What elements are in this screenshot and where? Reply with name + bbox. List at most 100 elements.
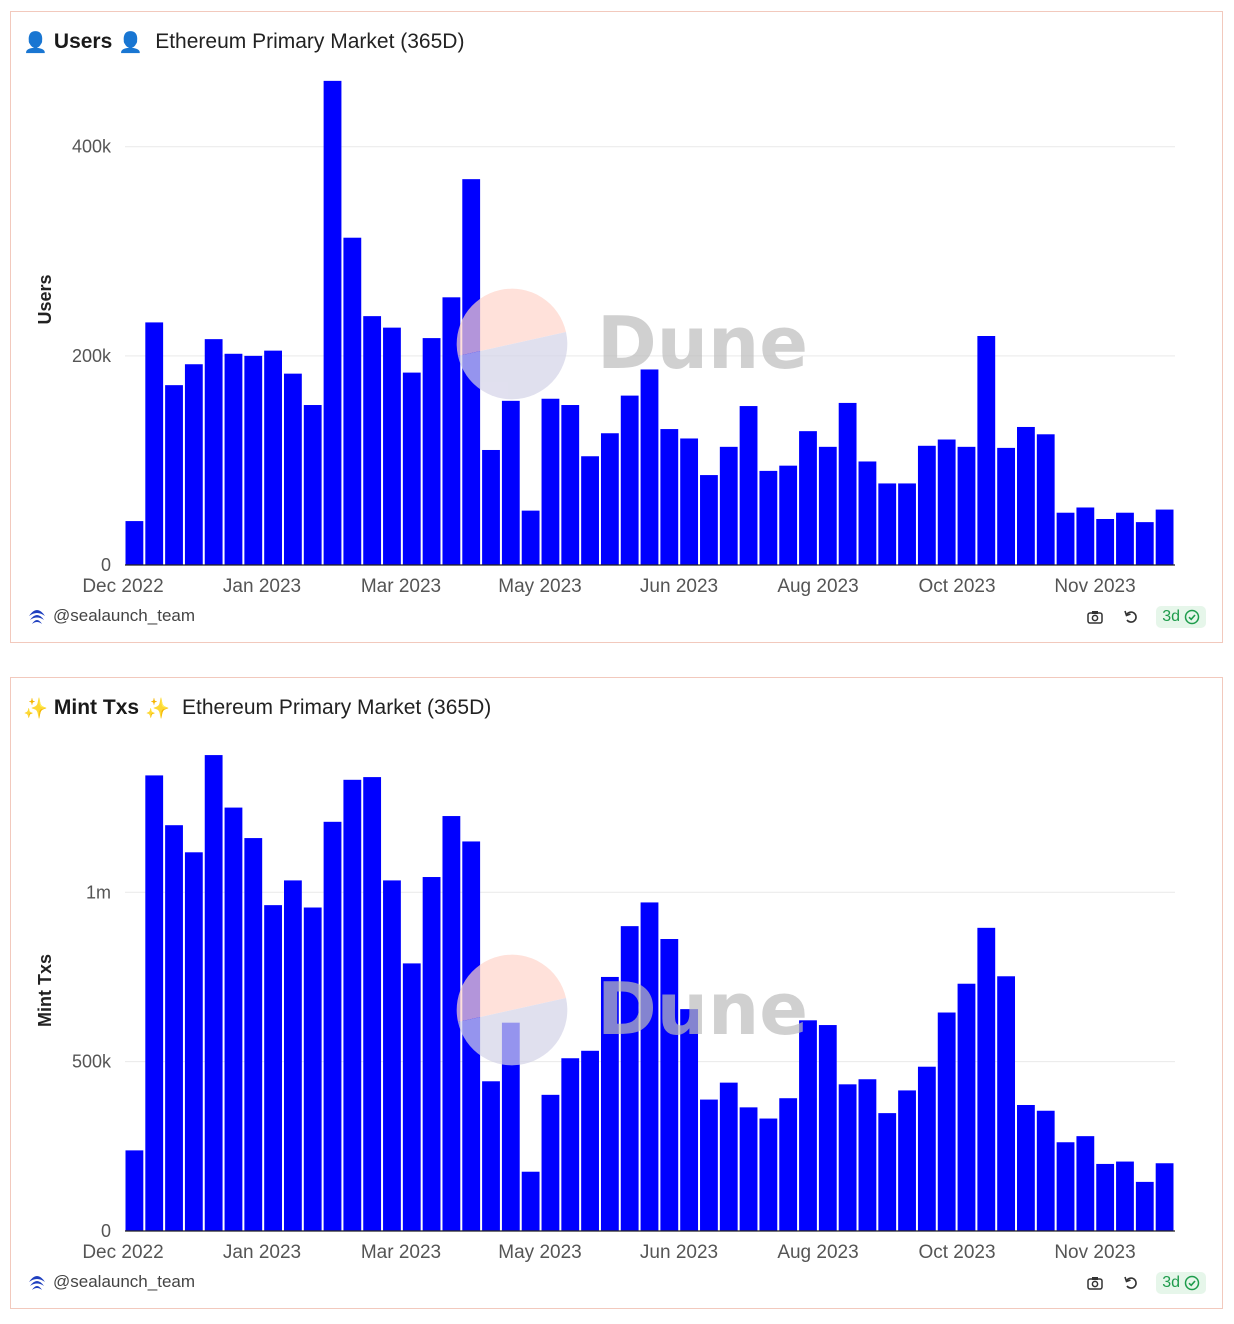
camera-icon[interactable] bbox=[1084, 606, 1106, 628]
bar bbox=[363, 316, 382, 565]
bar bbox=[244, 838, 263, 1231]
bar bbox=[204, 755, 223, 1231]
mint-txs-bar-chart: Dune 0 500k 1m Dec 2022 Jan 2023 Mar 2023 May 2… bbox=[35, 755, 1175, 1263]
mint-txs-chart-card: ✨ Mint Txs ✨ Ethereum Primary Market (36… bbox=[10, 677, 1223, 1309]
bar bbox=[779, 1098, 798, 1231]
bar bbox=[145, 775, 164, 1231]
author-link[interactable]: @sealaunch_team bbox=[27, 606, 195, 626]
bar bbox=[640, 902, 659, 1231]
bar bbox=[680, 1009, 699, 1231]
x-tick-label: Jun 2023 bbox=[640, 1242, 718, 1263]
bar bbox=[264, 905, 282, 1231]
bar bbox=[303, 405, 322, 565]
bar bbox=[184, 852, 203, 1231]
bar bbox=[719, 446, 738, 565]
bar bbox=[640, 369, 659, 565]
bar bbox=[997, 447, 1016, 565]
bar bbox=[581, 1050, 599, 1231]
sealaunch-logo-icon bbox=[29, 610, 45, 624]
bar bbox=[957, 446, 976, 565]
bar bbox=[838, 1084, 857, 1231]
x-tick-label: Oct 2023 bbox=[918, 1242, 995, 1263]
refresh-age-badge[interactable]: 3d bbox=[1156, 1272, 1206, 1294]
bar bbox=[442, 297, 461, 565]
bar bbox=[1017, 1104, 1035, 1231]
watermark-circle-top bbox=[456, 954, 566, 1022]
bar bbox=[521, 510, 540, 565]
y-tick-label: 0 bbox=[101, 1221, 111, 1241]
x-tick-label: Oct 2023 bbox=[918, 576, 995, 597]
bar bbox=[620, 926, 639, 1231]
bar bbox=[264, 350, 282, 565]
verified-check-icon bbox=[1184, 1275, 1200, 1291]
bar bbox=[1096, 518, 1115, 565]
refresh-age-label: 3d bbox=[1162, 608, 1180, 625]
bar bbox=[1116, 512, 1134, 565]
x-tick-label: May 2023 bbox=[498, 1242, 581, 1263]
refresh-age-badge[interactable]: 3d bbox=[1156, 606, 1206, 628]
x-tick-label: Aug 2023 bbox=[777, 576, 858, 597]
bar bbox=[977, 927, 996, 1231]
bar bbox=[600, 976, 619, 1231]
bar bbox=[383, 327, 401, 565]
bar bbox=[224, 807, 243, 1231]
bar bbox=[937, 439, 956, 565]
bar bbox=[917, 445, 936, 565]
x-tick-label: Nov 2023 bbox=[1054, 576, 1135, 597]
refresh-icon[interactable] bbox=[1120, 606, 1142, 628]
bar bbox=[898, 1090, 916, 1231]
sparkles-emoji-icon: ✨ bbox=[145, 697, 170, 720]
bar bbox=[383, 880, 401, 1231]
chart-actions: 3d bbox=[1084, 606, 1206, 628]
bar bbox=[501, 1022, 520, 1231]
verified-check-icon bbox=[1184, 609, 1200, 625]
user-emoji-icon: 👤 bbox=[23, 31, 48, 54]
bar bbox=[125, 1150, 144, 1231]
bar bbox=[1036, 1110, 1055, 1231]
x-tick-label: Jan 2023 bbox=[223, 1242, 301, 1263]
chart-subtitle: Ethereum Primary Market (365D) bbox=[155, 30, 465, 53]
bar bbox=[779, 465, 798, 565]
users-chart-card: 👤 Users 👤 Ethereum Primary Market (365D)… bbox=[10, 11, 1223, 643]
bar bbox=[799, 431, 817, 565]
author-handle: @sealaunch_team bbox=[53, 1272, 196, 1291]
bar bbox=[600, 433, 619, 565]
bar bbox=[303, 907, 322, 1231]
bar bbox=[680, 438, 699, 565]
bar bbox=[739, 1107, 758, 1231]
x-tick-label: Jan 2023 bbox=[223, 576, 301, 597]
bar bbox=[501, 400, 520, 565]
bar bbox=[363, 777, 382, 1231]
chart-title[interactable]: Users bbox=[53, 30, 113, 53]
x-tick-label: Aug 2023 bbox=[777, 1242, 858, 1263]
y-tick-label: 0 bbox=[101, 555, 111, 575]
x-tick-label: Jun 2023 bbox=[640, 576, 718, 597]
bar bbox=[858, 461, 877, 565]
bar bbox=[323, 80, 342, 566]
bar bbox=[224, 353, 243, 565]
bar bbox=[1155, 1163, 1174, 1231]
bar bbox=[997, 976, 1016, 1231]
author-link[interactable]: @sealaunch_team bbox=[27, 1272, 195, 1292]
bar bbox=[125, 521, 144, 565]
bar bbox=[957, 983, 976, 1231]
watermark-text: Dune bbox=[597, 967, 808, 1051]
x-tick-label: Nov 2023 bbox=[1054, 1242, 1135, 1263]
bar bbox=[581, 456, 599, 565]
refresh-icon[interactable] bbox=[1120, 1272, 1142, 1294]
bar bbox=[759, 470, 778, 565]
chart-title[interactable]: Mint Txs bbox=[53, 696, 140, 719]
bar bbox=[541, 398, 560, 565]
bar bbox=[521, 1171, 540, 1231]
bar bbox=[818, 446, 837, 565]
camera-icon[interactable] bbox=[1084, 1272, 1106, 1294]
bar bbox=[561, 1058, 580, 1231]
bar bbox=[482, 1081, 500, 1231]
refresh-age-label: 3d bbox=[1162, 1274, 1180, 1291]
chart-actions: 3d bbox=[1084, 1272, 1206, 1294]
bar bbox=[917, 1066, 936, 1231]
bar bbox=[343, 237, 362, 565]
bar bbox=[838, 402, 857, 565]
bar bbox=[1135, 522, 1154, 565]
bar bbox=[878, 1113, 897, 1231]
